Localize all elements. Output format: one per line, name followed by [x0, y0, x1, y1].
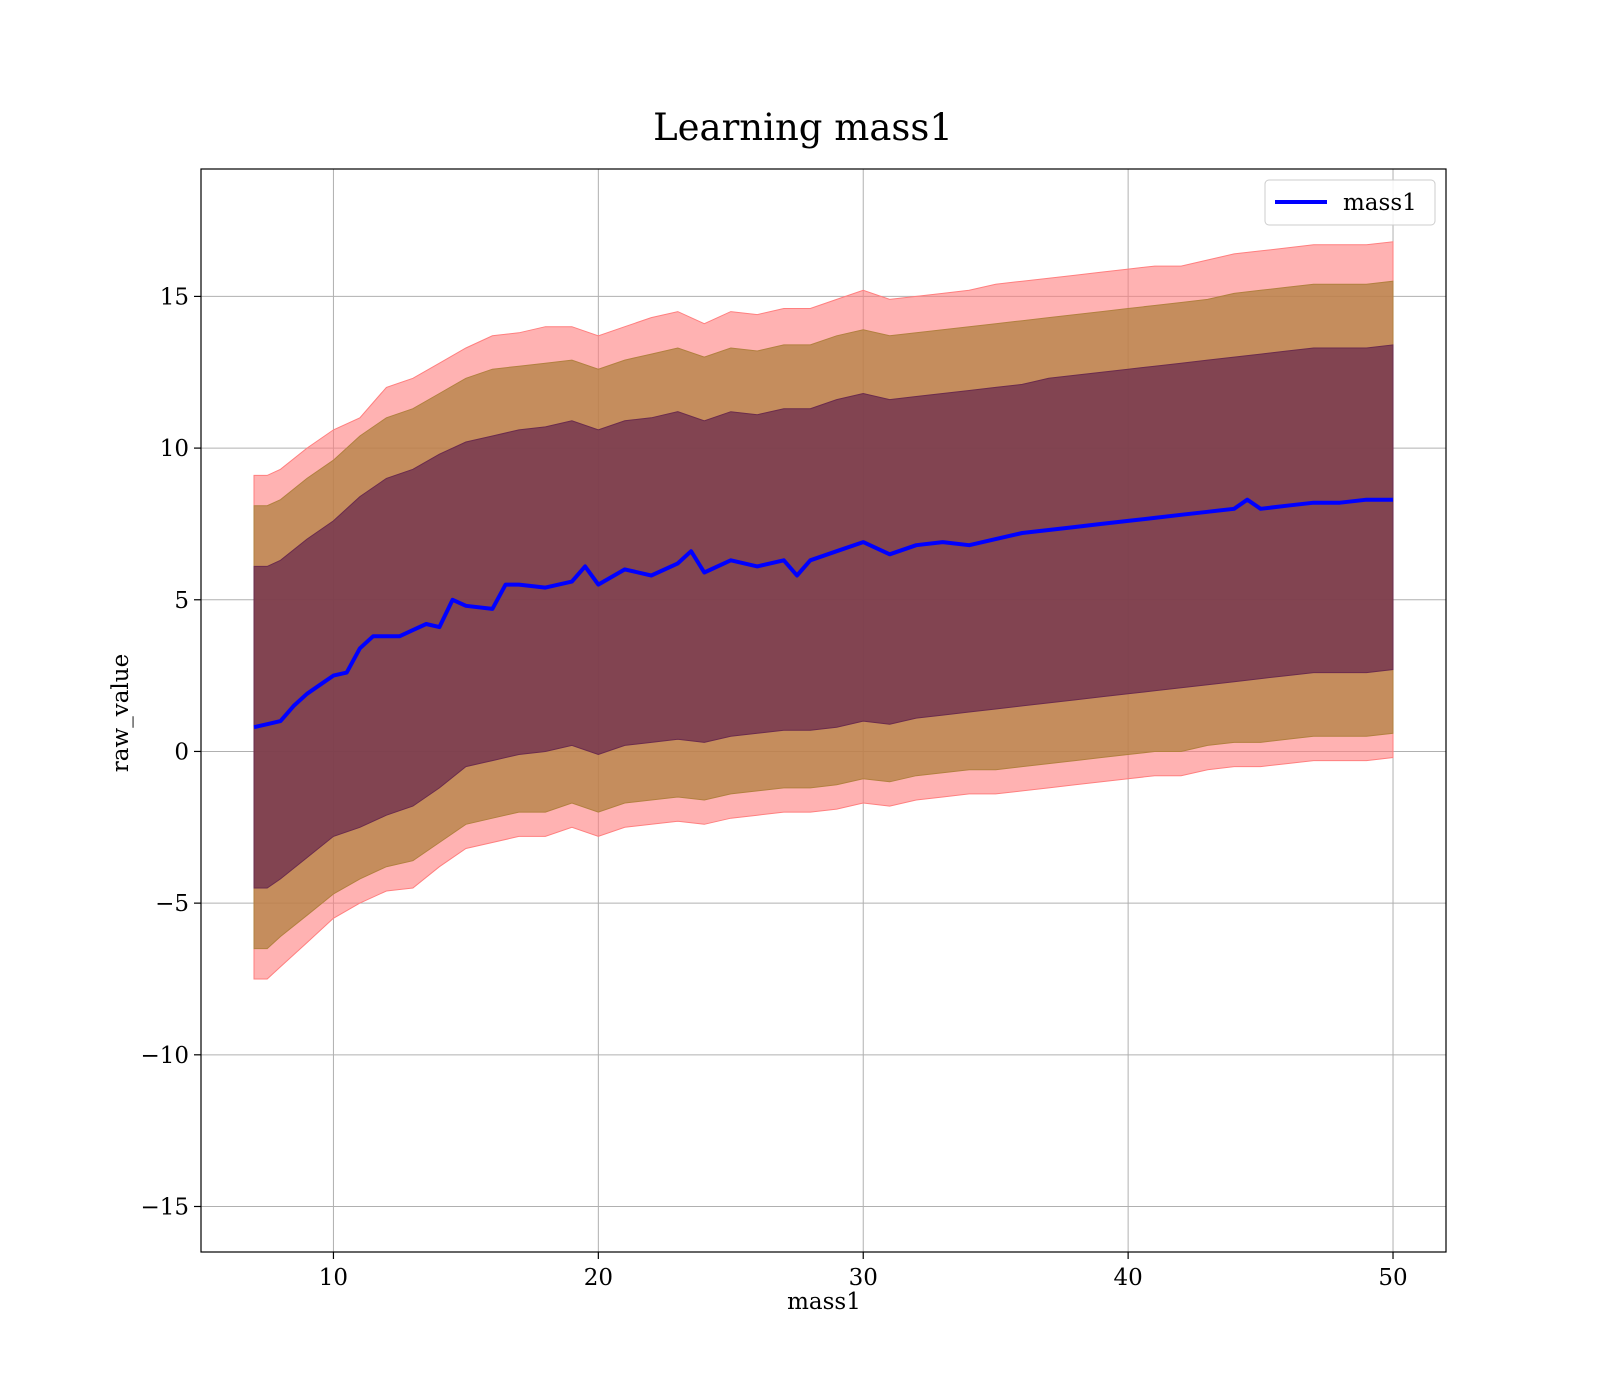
y-tick-label: 15 — [160, 284, 189, 310]
x-axis-label: mass1 — [787, 1289, 861, 1315]
ticks-layer: 10 20 30 40 50 −15 −10 −5 0 5 10 15 — [140, 284, 1407, 1291]
y-axis-label: raw_value — [108, 654, 134, 772]
y-tick-label: 10 — [160, 436, 189, 462]
series-line-mass1 — [253, 497, 1393, 730]
band-3 — [253, 344, 1394, 889]
plot-frame — [200, 168, 1447, 1253]
y-tick-label: 5 — [174, 588, 189, 614]
x-tick-label: 40 — [1113, 1265, 1142, 1291]
lines-layer — [253, 497, 1393, 730]
chart-title: Learning mass1 — [653, 106, 953, 149]
y-tick-label: −15 — [140, 1194, 189, 1220]
bands-layer — [253, 241, 1394, 980]
x-tick-label: 20 — [584, 1265, 613, 1291]
legend-label: mass1 — [1343, 190, 1417, 216]
legend: mass1 — [1264, 179, 1436, 226]
y-tick-label: 0 — [174, 739, 189, 765]
x-tick-label: 50 — [1378, 1265, 1407, 1291]
x-tick-label: 30 — [849, 1265, 878, 1291]
x-tick-label: 10 — [319, 1265, 348, 1291]
y-tick-label: −10 — [140, 1043, 189, 1069]
y-tick-label: −5 — [155, 891, 189, 917]
legend-box — [1264, 179, 1436, 226]
